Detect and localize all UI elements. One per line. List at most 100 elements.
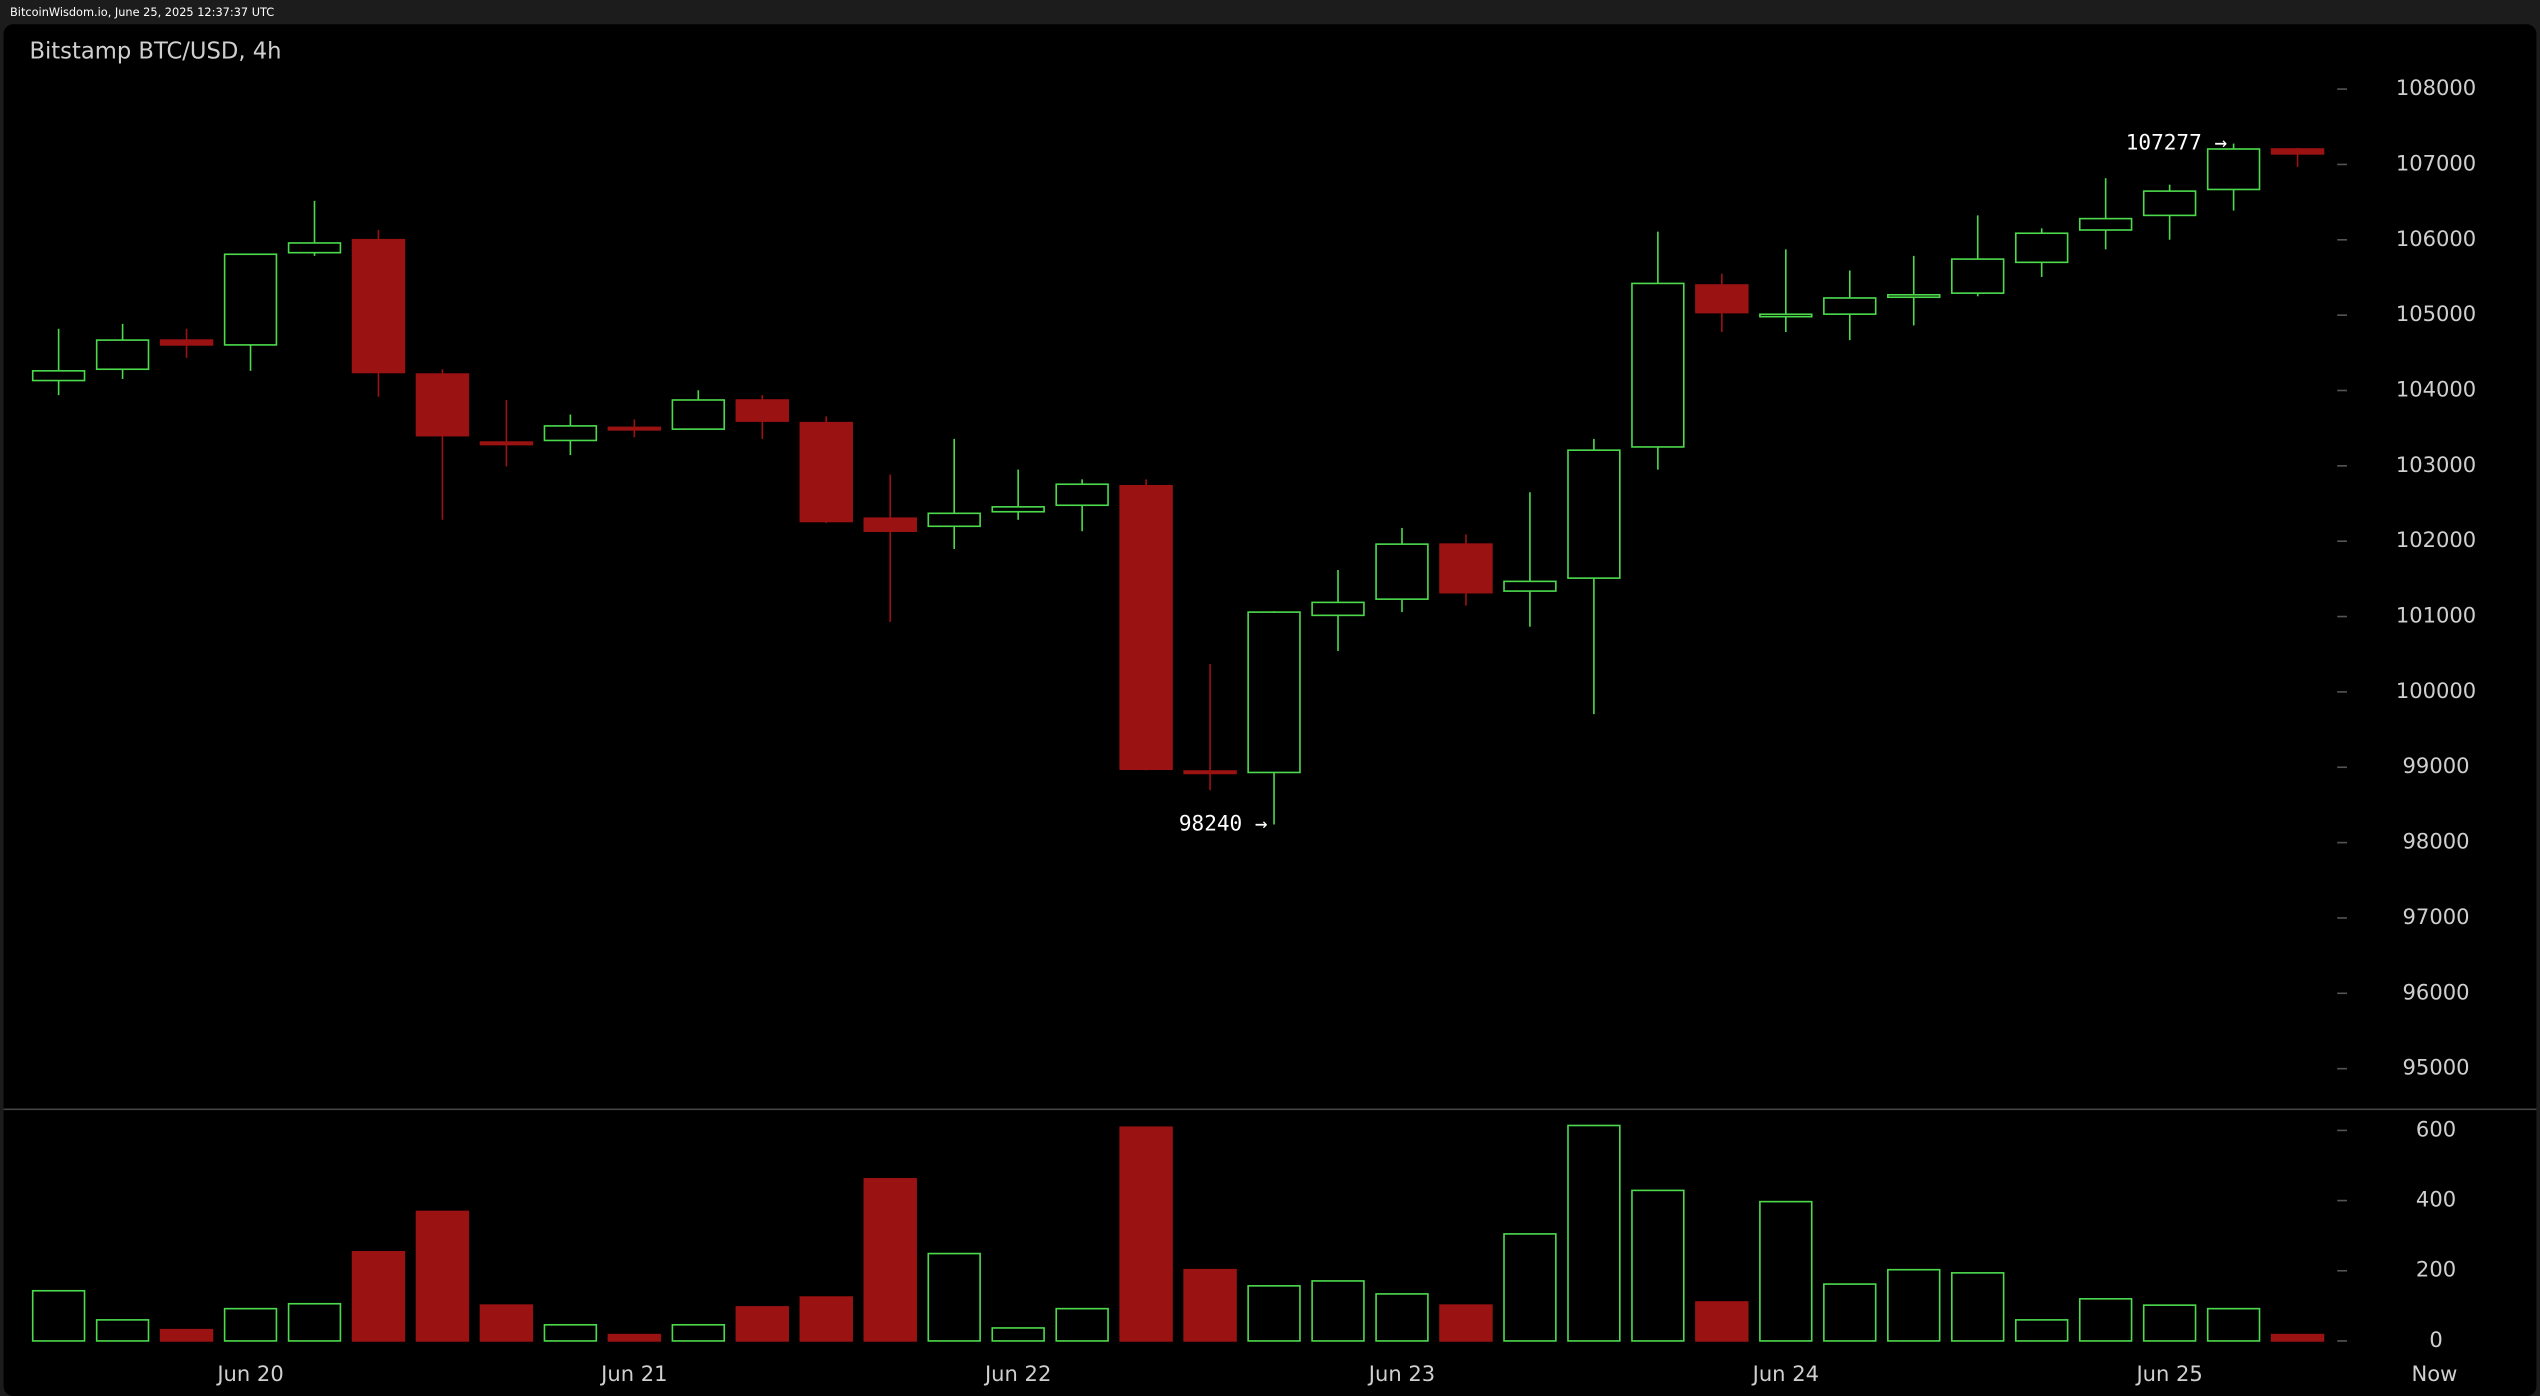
candle-body	[1823, 297, 1877, 315]
candle-body	[223, 253, 278, 346]
candle-body	[1887, 293, 1941, 299]
volume-bar	[671, 1323, 726, 1342]
volume-bar	[95, 1319, 150, 1342]
volume-bar	[2014, 1319, 2069, 1342]
candle-body	[863, 517, 917, 532]
chart-title: Bitstamp BTC/USD, 4h	[29, 38, 281, 64]
volume-bar	[1503, 1233, 1557, 1342]
candle-body	[351, 238, 406, 374]
y-tick-label: 100000	[2396, 678, 2476, 703]
volume-bar	[1311, 1280, 1365, 1342]
volume-bar	[287, 1302, 342, 1342]
candle-body	[479, 441, 534, 446]
candle-body	[543, 425, 598, 442]
candle-body	[1567, 449, 1621, 579]
volume-bar	[1759, 1200, 1813, 1342]
volume-bar	[2206, 1307, 2261, 1342]
volume-bar	[799, 1296, 853, 1342]
x-tick-label: Jun 20	[215, 1361, 283, 1386]
candle-body	[287, 242, 342, 254]
volume-bar	[31, 1289, 86, 1342]
now-label: Now	[2411, 1361, 2457, 1386]
x-tick-label: Jun 25	[2134, 1361, 2202, 1386]
site-header: BitcoinWisdom.io, June 25, 2025 12:37:37…	[10, 5, 274, 19]
price-annotation: 107277 →	[2126, 130, 2227, 155]
candle-body	[2014, 232, 2069, 264]
volume-bar	[1695, 1301, 1749, 1342]
y-tick-label: 99000	[2403, 753, 2470, 778]
y-tick-label: 95000	[2403, 1055, 2470, 1080]
volume-bar	[223, 1307, 278, 1342]
candle-body	[1503, 580, 1557, 592]
candle-body	[1759, 313, 1813, 318]
volume-bar	[2078, 1298, 2133, 1342]
volume-bar	[479, 1304, 534, 1342]
candle-body	[607, 426, 662, 431]
volume-tick-label: 0	[2429, 1327, 2442, 1352]
x-tick-label: Jun 21	[599, 1361, 667, 1386]
y-tick-label: 96000	[2403, 979, 2470, 1004]
candle-body	[1119, 485, 1173, 771]
volume-bar	[2142, 1304, 2197, 1342]
y-tick-label: 101000	[2396, 603, 2476, 628]
candle-body	[1631, 282, 1685, 448]
volume-bar	[1823, 1283, 1877, 1342]
x-tick-label: Jun 24	[1751, 1361, 1819, 1386]
candle-body	[671, 399, 726, 430]
volume-bar	[1567, 1124, 1621, 1342]
candle-body	[415, 373, 470, 437]
y-tick-label: 106000	[2396, 226, 2476, 251]
volume-bar	[927, 1252, 981, 1342]
candle-body	[2142, 190, 2197, 217]
volume-tick-label: 200	[2416, 1257, 2456, 1282]
candle-body	[1311, 601, 1365, 617]
x-tick-label: Jun 23	[1367, 1361, 1435, 1386]
candle-body	[991, 506, 1045, 513]
candle-body	[1375, 543, 1429, 600]
volume-bar	[1439, 1304, 1493, 1342]
volume-bar	[1183, 1268, 1237, 1342]
volume-bar	[2270, 1333, 2325, 1342]
volume-bar	[351, 1251, 406, 1342]
candle-body	[95, 339, 150, 371]
candle-body	[159, 339, 214, 346]
y-tick-label: 98000	[2403, 829, 2470, 854]
y-tick-label: 107000	[2396, 150, 2476, 175]
volume-bar	[1247, 1285, 1301, 1342]
volume-bar	[991, 1327, 1045, 1342]
volume-bar	[1119, 1126, 1173, 1342]
volume-bar	[1887, 1268, 1941, 1342]
volume-bar	[607, 1333, 662, 1342]
candle-body	[1439, 543, 1493, 594]
volume-bar	[1375, 1293, 1429, 1342]
volume-bar	[415, 1210, 470, 1342]
volume-tick-label: 600	[2416, 1116, 2456, 1141]
volume-bar	[1631, 1189, 1685, 1342]
volume-bar	[159, 1328, 214, 1342]
candle-body	[1950, 258, 2005, 294]
candle-body	[1695, 284, 1749, 314]
candle-body	[1183, 770, 1237, 775]
volume-bar	[1055, 1307, 1109, 1342]
y-tick-label: 103000	[2396, 452, 2476, 477]
volume-bar	[1950, 1272, 2005, 1342]
y-tick-label: 108000	[2396, 75, 2476, 100]
y-tick-label: 104000	[2396, 376, 2476, 401]
volume-bar	[735, 1306, 790, 1342]
candle-body	[2206, 148, 2261, 191]
candle-body	[1055, 483, 1109, 507]
candle-body	[927, 512, 981, 528]
candle-body	[31, 370, 86, 382]
candle-body	[1247, 611, 1301, 774]
volume-bar	[543, 1323, 598, 1342]
candle-body	[799, 421, 853, 523]
price-annotation: 98240 →	[1179, 811, 1268, 836]
candle-body	[2078, 217, 2133, 231]
y-tick-label: 102000	[2396, 527, 2476, 552]
y-tick-label: 97000	[2403, 904, 2470, 929]
candle-body	[735, 399, 790, 422]
x-tick-label: Jun 22	[983, 1361, 1051, 1386]
volume-tick-label: 400	[2416, 1187, 2456, 1212]
